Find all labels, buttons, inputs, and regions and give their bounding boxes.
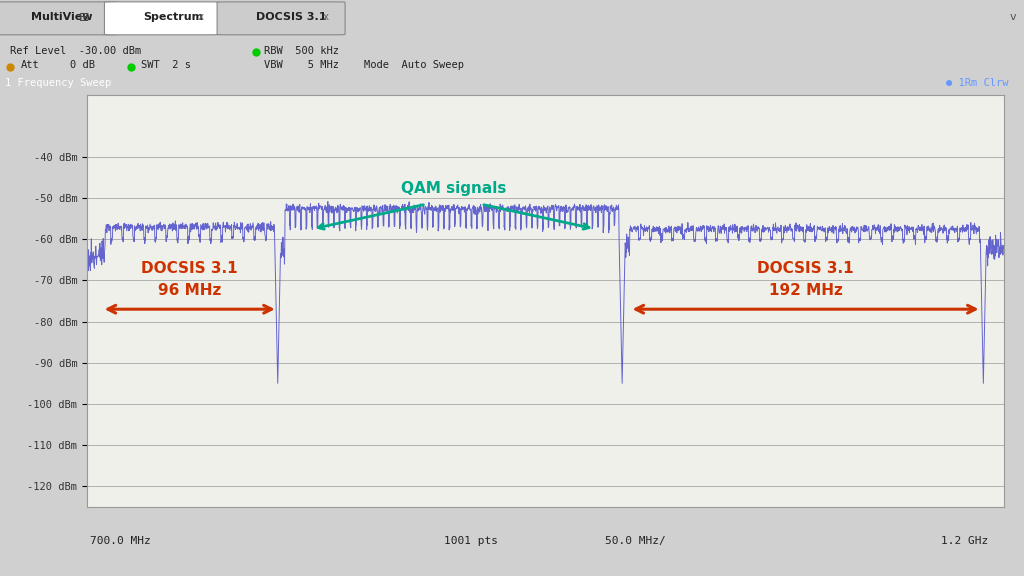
Text: 0 dB: 0 dB: [70, 60, 94, 70]
Text: Att: Att: [20, 60, 39, 70]
Text: x: x: [198, 12, 204, 22]
Text: 1.2 GHz: 1.2 GHz: [941, 536, 988, 547]
Text: v: v: [1010, 12, 1016, 22]
Text: Ref Level  -30.00 dBm: Ref Level -30.00 dBm: [10, 46, 141, 56]
Text: 700.0 MHz: 700.0 MHz: [90, 536, 151, 547]
Text: x: x: [323, 12, 329, 22]
Text: DOCSIS 3.1: DOCSIS 3.1: [757, 260, 854, 275]
Text: 1001 pts: 1001 pts: [444, 536, 498, 547]
Text: ⊞: ⊞: [79, 11, 89, 24]
Text: Spectrum: Spectrum: [143, 12, 204, 22]
Text: DOCSIS 3.1: DOCSIS 3.1: [256, 12, 327, 22]
Text: ● 1Rm Clrw: ● 1Rm Clrw: [946, 78, 1009, 88]
Text: QAM signals: QAM signals: [401, 181, 506, 196]
Text: SWT  2 s: SWT 2 s: [141, 60, 191, 70]
Text: MultiView: MultiView: [31, 12, 92, 22]
Text: 1 Frequency Sweep: 1 Frequency Sweep: [5, 78, 112, 88]
Text: 192 MHz: 192 MHz: [769, 283, 843, 298]
Text: RBW  500 kHz: RBW 500 kHz: [264, 46, 339, 56]
FancyBboxPatch shape: [0, 2, 118, 35]
Text: VBW    5 MHz    Mode  Auto Sweep: VBW 5 MHz Mode Auto Sweep: [264, 60, 464, 70]
FancyBboxPatch shape: [104, 2, 219, 35]
Text: DOCSIS 3.1: DOCSIS 3.1: [141, 260, 238, 275]
Text: 50.0 MHz/: 50.0 MHz/: [604, 536, 666, 547]
FancyBboxPatch shape: [217, 2, 345, 35]
Text: 96 MHz: 96 MHz: [158, 283, 221, 298]
